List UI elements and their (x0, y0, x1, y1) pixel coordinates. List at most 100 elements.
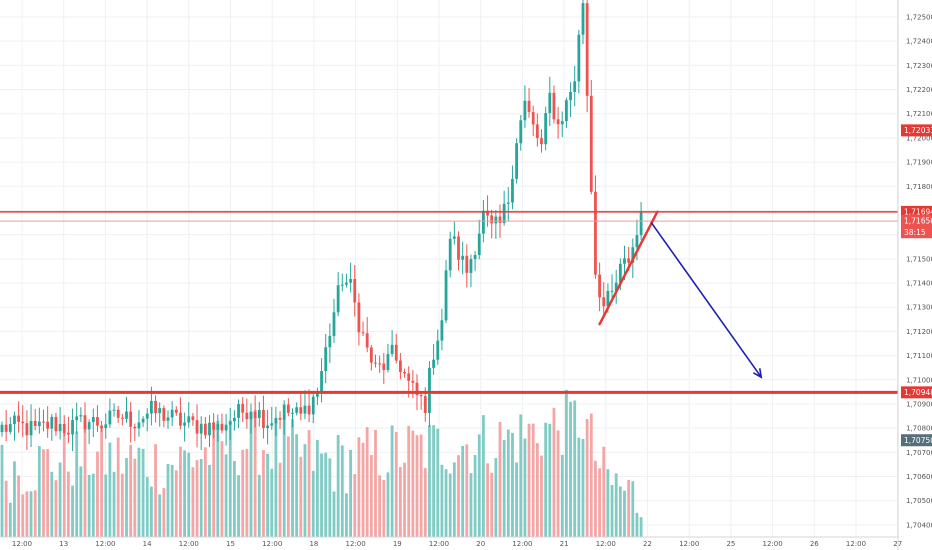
y-tick-label: 1,70500 (906, 497, 932, 505)
volume-bar (307, 430, 311, 537)
volume-bar (428, 425, 431, 537)
candle-body (369, 347, 373, 363)
price-badge-label: 1,70948 (904, 388, 932, 397)
candle-body (523, 100, 527, 121)
candle-body (623, 258, 626, 264)
volume-bar (328, 458, 332, 537)
candle-body (357, 302, 361, 333)
y-tick-label: 1,70400 (906, 521, 932, 529)
candle-body (477, 233, 481, 256)
candle-body (21, 421, 25, 424)
candle-body (233, 417, 236, 422)
candle-body (228, 421, 232, 425)
volume-bar (357, 437, 361, 537)
candle-body (241, 403, 245, 413)
volume-bars (0, 389, 643, 537)
volume-bar (382, 479, 386, 537)
volume-bar (565, 389, 568, 537)
volume-bar (295, 434, 299, 537)
volume-bar (67, 471, 70, 537)
volume-bar (448, 473, 452, 537)
price-badge (901, 226, 932, 239)
x-tick-label: 12:00 (679, 540, 699, 548)
candle-body (511, 178, 514, 203)
volume-bar (170, 464, 174, 537)
x-tick-label: 19 (393, 540, 402, 548)
x-tick-label: 12:00 (95, 540, 115, 548)
volume-bar (403, 462, 406, 537)
candle-body (212, 422, 216, 430)
volume-bar (610, 485, 614, 537)
volume-bar (187, 452, 191, 537)
candles (0, 0, 643, 452)
volume-bar (336, 435, 340, 537)
volume-bar (598, 468, 601, 537)
volume-bar (461, 445, 465, 537)
volume-bar (394, 432, 398, 537)
candle-body (340, 284, 344, 286)
volume-bar (556, 430, 560, 537)
volume-bar (527, 423, 531, 537)
candle-body (627, 258, 631, 263)
candle-body (552, 92, 556, 120)
candle-body (361, 332, 365, 334)
candle-body (544, 113, 548, 145)
candle-body (216, 423, 220, 430)
candle-body (515, 143, 518, 179)
price-badge (901, 215, 932, 228)
candle-body (332, 312, 336, 336)
volume-bar (411, 430, 415, 537)
volume-bar (291, 419, 294, 537)
candle-body (448, 238, 452, 271)
volume-bar (535, 443, 539, 537)
volume-bar (50, 471, 54, 537)
candle-body (390, 344, 394, 355)
arrow-head (752, 368, 763, 379)
volume-bar (482, 415, 485, 537)
volume-bar (241, 449, 245, 537)
volume-bar (560, 454, 564, 537)
volume-bar (602, 446, 606, 537)
candle-body (444, 270, 448, 321)
candle-body (286, 404, 290, 413)
volume-bar (166, 463, 170, 537)
volume-bar (179, 446, 182, 537)
candle-body (336, 285, 340, 313)
candle-body (112, 409, 116, 411)
volume-bar (83, 423, 87, 537)
volume-bar (278, 462, 282, 537)
candle-body (8, 424, 12, 432)
volume-bar (519, 414, 523, 537)
candle-body (291, 412, 294, 414)
volume-bar (112, 471, 116, 537)
y-tick-label: 1,72000 (906, 134, 932, 142)
volume-bar (452, 462, 456, 537)
candle-body (25, 423, 29, 436)
candle-body (129, 411, 133, 427)
candle-body (589, 95, 593, 192)
candle-body (46, 421, 50, 429)
candle-body (382, 363, 386, 370)
volume-bar (581, 438, 585, 537)
candle-body (423, 396, 427, 413)
y-tick-label: 1,72300 (906, 62, 932, 70)
candle-body (270, 423, 274, 426)
volume-bar (589, 413, 593, 537)
candle-body (316, 392, 319, 397)
candle-body (96, 417, 99, 426)
candle-body (137, 422, 141, 429)
volume-bar (203, 447, 207, 537)
volume-bar (540, 455, 543, 537)
candle-body (419, 395, 423, 397)
volume-bar (21, 494, 25, 537)
candle-body (125, 411, 128, 419)
candle-body (154, 400, 157, 414)
y-tick-label: 1,71500 (906, 255, 932, 263)
volume-bar (386, 472, 390, 537)
volume-bar (25, 491, 29, 537)
volume-bar (212, 421, 216, 537)
candle-body (166, 417, 170, 421)
volume-bar (311, 470, 315, 537)
